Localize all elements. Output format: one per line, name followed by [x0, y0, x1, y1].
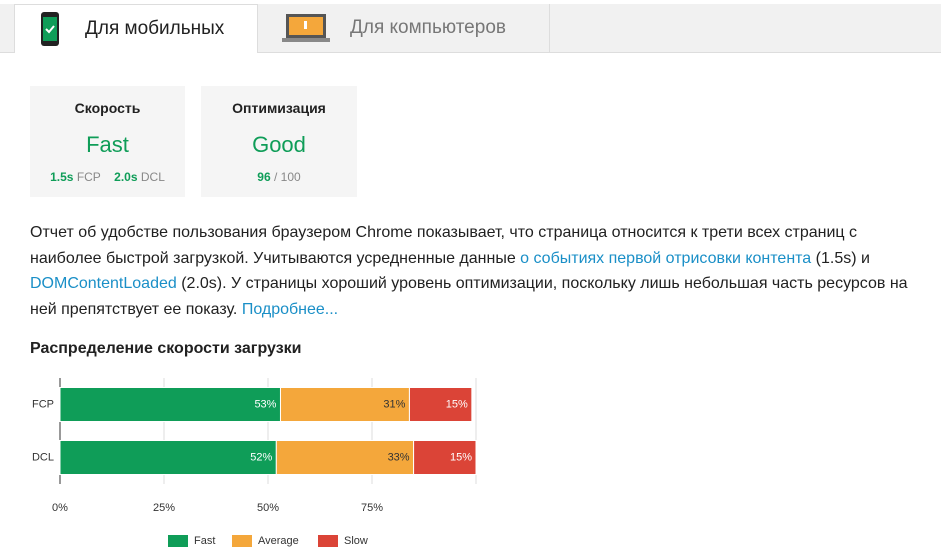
card-title: Скорость	[74, 100, 141, 116]
score: 96	[257, 170, 271, 184]
legend-label: Average	[258, 535, 299, 547]
bar-segment	[413, 440, 477, 475]
laptop-icon	[282, 14, 330, 42]
card-score: 96 / 100	[201, 170, 357, 184]
value-label: 15%	[450, 451, 472, 463]
legend-label: Fast	[194, 535, 215, 547]
card-metrics: 1.5s FCP 2.0s DCL	[30, 170, 185, 184]
tab-label: Для компьютеров	[350, 17, 506, 38]
x-tick-label: 50%	[257, 502, 279, 514]
chart: 0% 25% 50% 75% FCP 53% 31% 15% DCL 52% 33% 15% Fast A…	[32, 378, 477, 547]
value-label: 53%	[254, 398, 276, 410]
y-tick-label: DCL	[32, 451, 54, 463]
bar-segment	[275, 440, 415, 475]
text: Отчет об удобстве пользования браузером …	[30, 224, 858, 267]
score-max: / 100	[274, 170, 301, 184]
metric-value: 1.5s	[50, 170, 74, 184]
link[interactable]: Подробнее...	[241, 300, 339, 318]
tab-label: Для мобильных	[85, 18, 225, 39]
x-tick-label: 75%	[361, 502, 383, 514]
value-label: 31%	[383, 398, 405, 410]
tab[interactable]: Для компьютеров	[258, 4, 550, 52]
x-tick-label: 0%	[52, 502, 68, 514]
y-tick-label: FCP	[32, 398, 54, 410]
bar-segment	[408, 387, 473, 422]
legend-swatch	[232, 535, 252, 547]
speed-card: Скорость Fast 1.5s FCP 2.0s DCL	[30, 86, 185, 197]
card-verdict: Fast	[86, 132, 129, 157]
link[interactable]: DOMContentLoaded	[30, 275, 177, 292]
legend-swatch	[318, 535, 338, 547]
card-title: Оптимизация	[232, 100, 326, 116]
value-label: 52%	[250, 451, 272, 463]
bar-segment	[59, 387, 281, 422]
optimization-card: Оптимизация Good 96 / 100	[201, 86, 357, 197]
phone-icon	[41, 12, 59, 46]
bar-segment	[279, 387, 410, 422]
legend-swatch	[168, 535, 188, 547]
description: Отчет об удобстве пользования браузером …	[30, 220, 920, 322]
chart-title: Распределение скорости загрузки	[30, 340, 302, 357]
x-tick-label: 25%	[153, 502, 175, 514]
metric-value: 2.0s	[114, 170, 138, 184]
card-verdict: Good	[252, 132, 306, 157]
metric-label: FCP	[76, 170, 101, 184]
value-label: 15%	[446, 398, 468, 410]
value-label: 33%	[388, 451, 410, 463]
text: (2.0s). У страницы хороший уровень оптим…	[30, 275, 908, 318]
legend-label: Slow	[344, 535, 368, 547]
bar-segment	[59, 440, 277, 475]
tab[interactable]: Для мобильных	[14, 4, 258, 53]
text: (1.5s) и	[811, 249, 870, 267]
link[interactable]: о событиях первой отрисовки контента	[520, 249, 812, 267]
metric-label: DCL	[140, 170, 165, 184]
